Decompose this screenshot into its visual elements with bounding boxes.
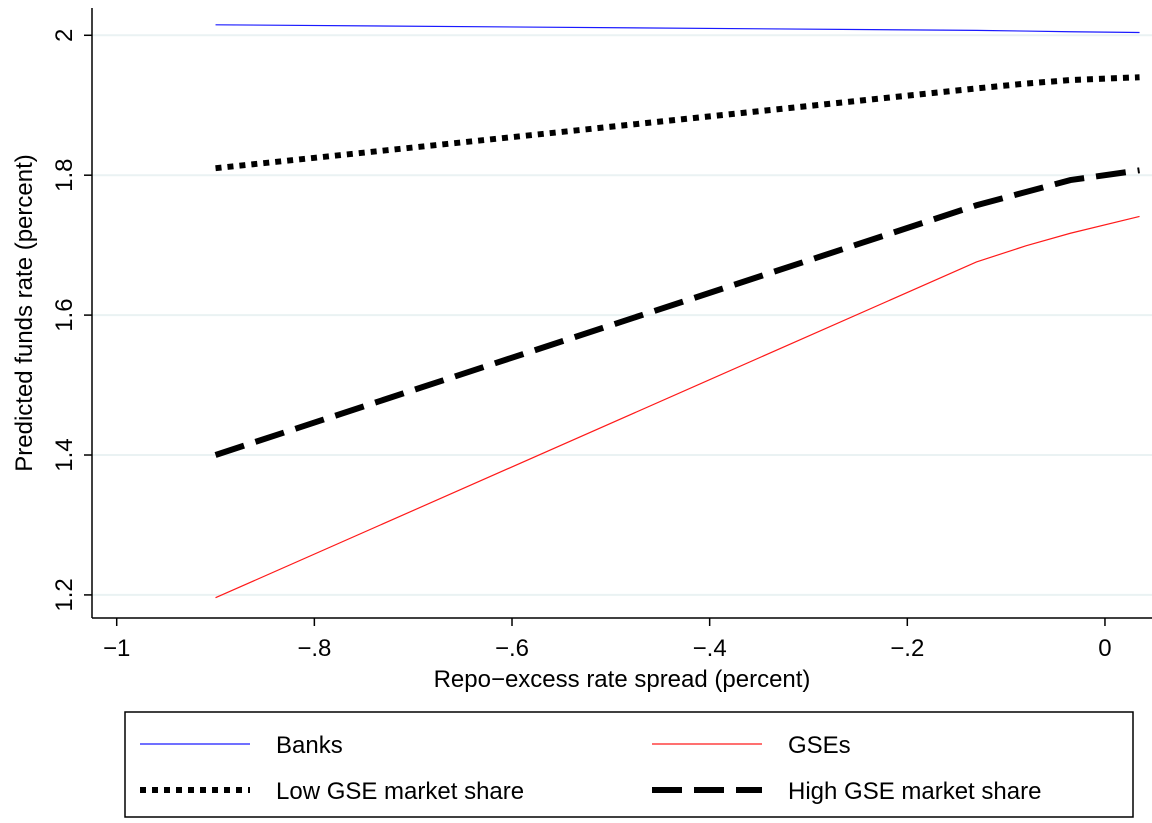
- series-line: [214, 167, 1140, 458]
- y-axis-title: Predicted funds rate (percent): [11, 154, 38, 472]
- legend-label: Banks: [276, 732, 343, 759]
- x-axis-title: Repo−excess rate spread (percent): [434, 666, 811, 693]
- legend-label: High GSE market share: [788, 778, 1041, 805]
- x-tick-label: 0: [1098, 635, 1111, 662]
- y-tick-label: 1.4: [51, 438, 78, 471]
- x-tick-label: −.4: [693, 635, 727, 662]
- y-tick-label: 1.8: [51, 159, 78, 192]
- y-tick-label: 1.2: [51, 578, 78, 611]
- legend-label: Low GSE market share: [276, 778, 524, 805]
- x-tick-label: −1: [103, 635, 130, 662]
- y-tick-label: 2: [51, 29, 78, 42]
- x-tick-label: −.6: [495, 635, 529, 662]
- x-tick-label: −.8: [297, 635, 331, 662]
- series-line: [215, 24, 1140, 34]
- legend-box: [124, 711, 1134, 818]
- series-line: [215, 215, 1140, 599]
- legend-label: GSEs: [788, 732, 851, 759]
- x-tick-label: −.2: [890, 635, 924, 662]
- y-tick-label: 1.6: [51, 298, 78, 331]
